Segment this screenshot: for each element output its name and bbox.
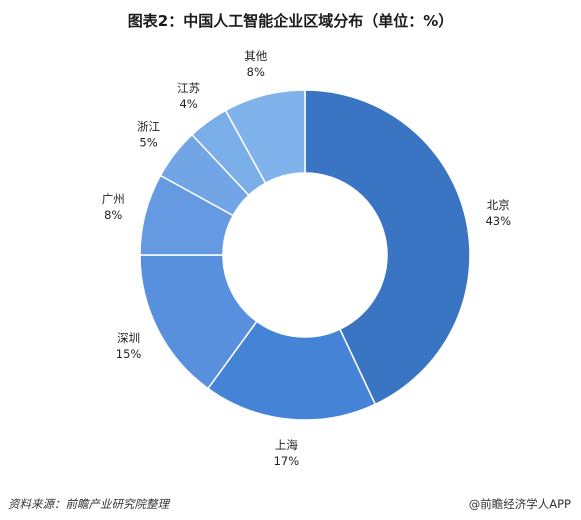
slice-value-label-4: 5% xyxy=(139,136,157,150)
slice-value-label-1: 17% xyxy=(274,454,300,468)
slice-value-label-5: 4% xyxy=(179,97,197,111)
slice-1 xyxy=(206,320,377,421)
slice-category-label-3: 广州 xyxy=(102,192,125,206)
slices-group xyxy=(139,89,471,421)
slice-category-label-2: 深圳 xyxy=(117,331,140,345)
slice-category-label-6: 其他 xyxy=(244,49,267,63)
credit-note: @前瞻经济学人APP xyxy=(468,497,571,511)
slice-value-label-2: 15% xyxy=(116,347,142,361)
slice-value-label-0: 43% xyxy=(485,214,511,228)
source-note: 资料来源：前瞻产业研究院整理 xyxy=(8,497,169,511)
slice-6 xyxy=(224,89,306,185)
slice-category-label-4: 浙江 xyxy=(137,120,160,134)
chart-title: 图表2：中国人工智能企业区域分布（单位：%） xyxy=(127,12,454,30)
slice-category-label-0: 北京 xyxy=(487,198,510,212)
slice-category-label-5: 江苏 xyxy=(177,81,200,95)
slice-value-label-3: 8% xyxy=(104,208,122,222)
slice-0 xyxy=(304,89,471,406)
slice-value-label-6: 8% xyxy=(247,65,265,79)
labels-group: 北京 43% 上海 17% 深圳 15% 广州 8% 浙江 5% 江苏 4% 其他 8% xyxy=(102,49,511,468)
slice-category-label-1: 上海 xyxy=(275,438,298,452)
